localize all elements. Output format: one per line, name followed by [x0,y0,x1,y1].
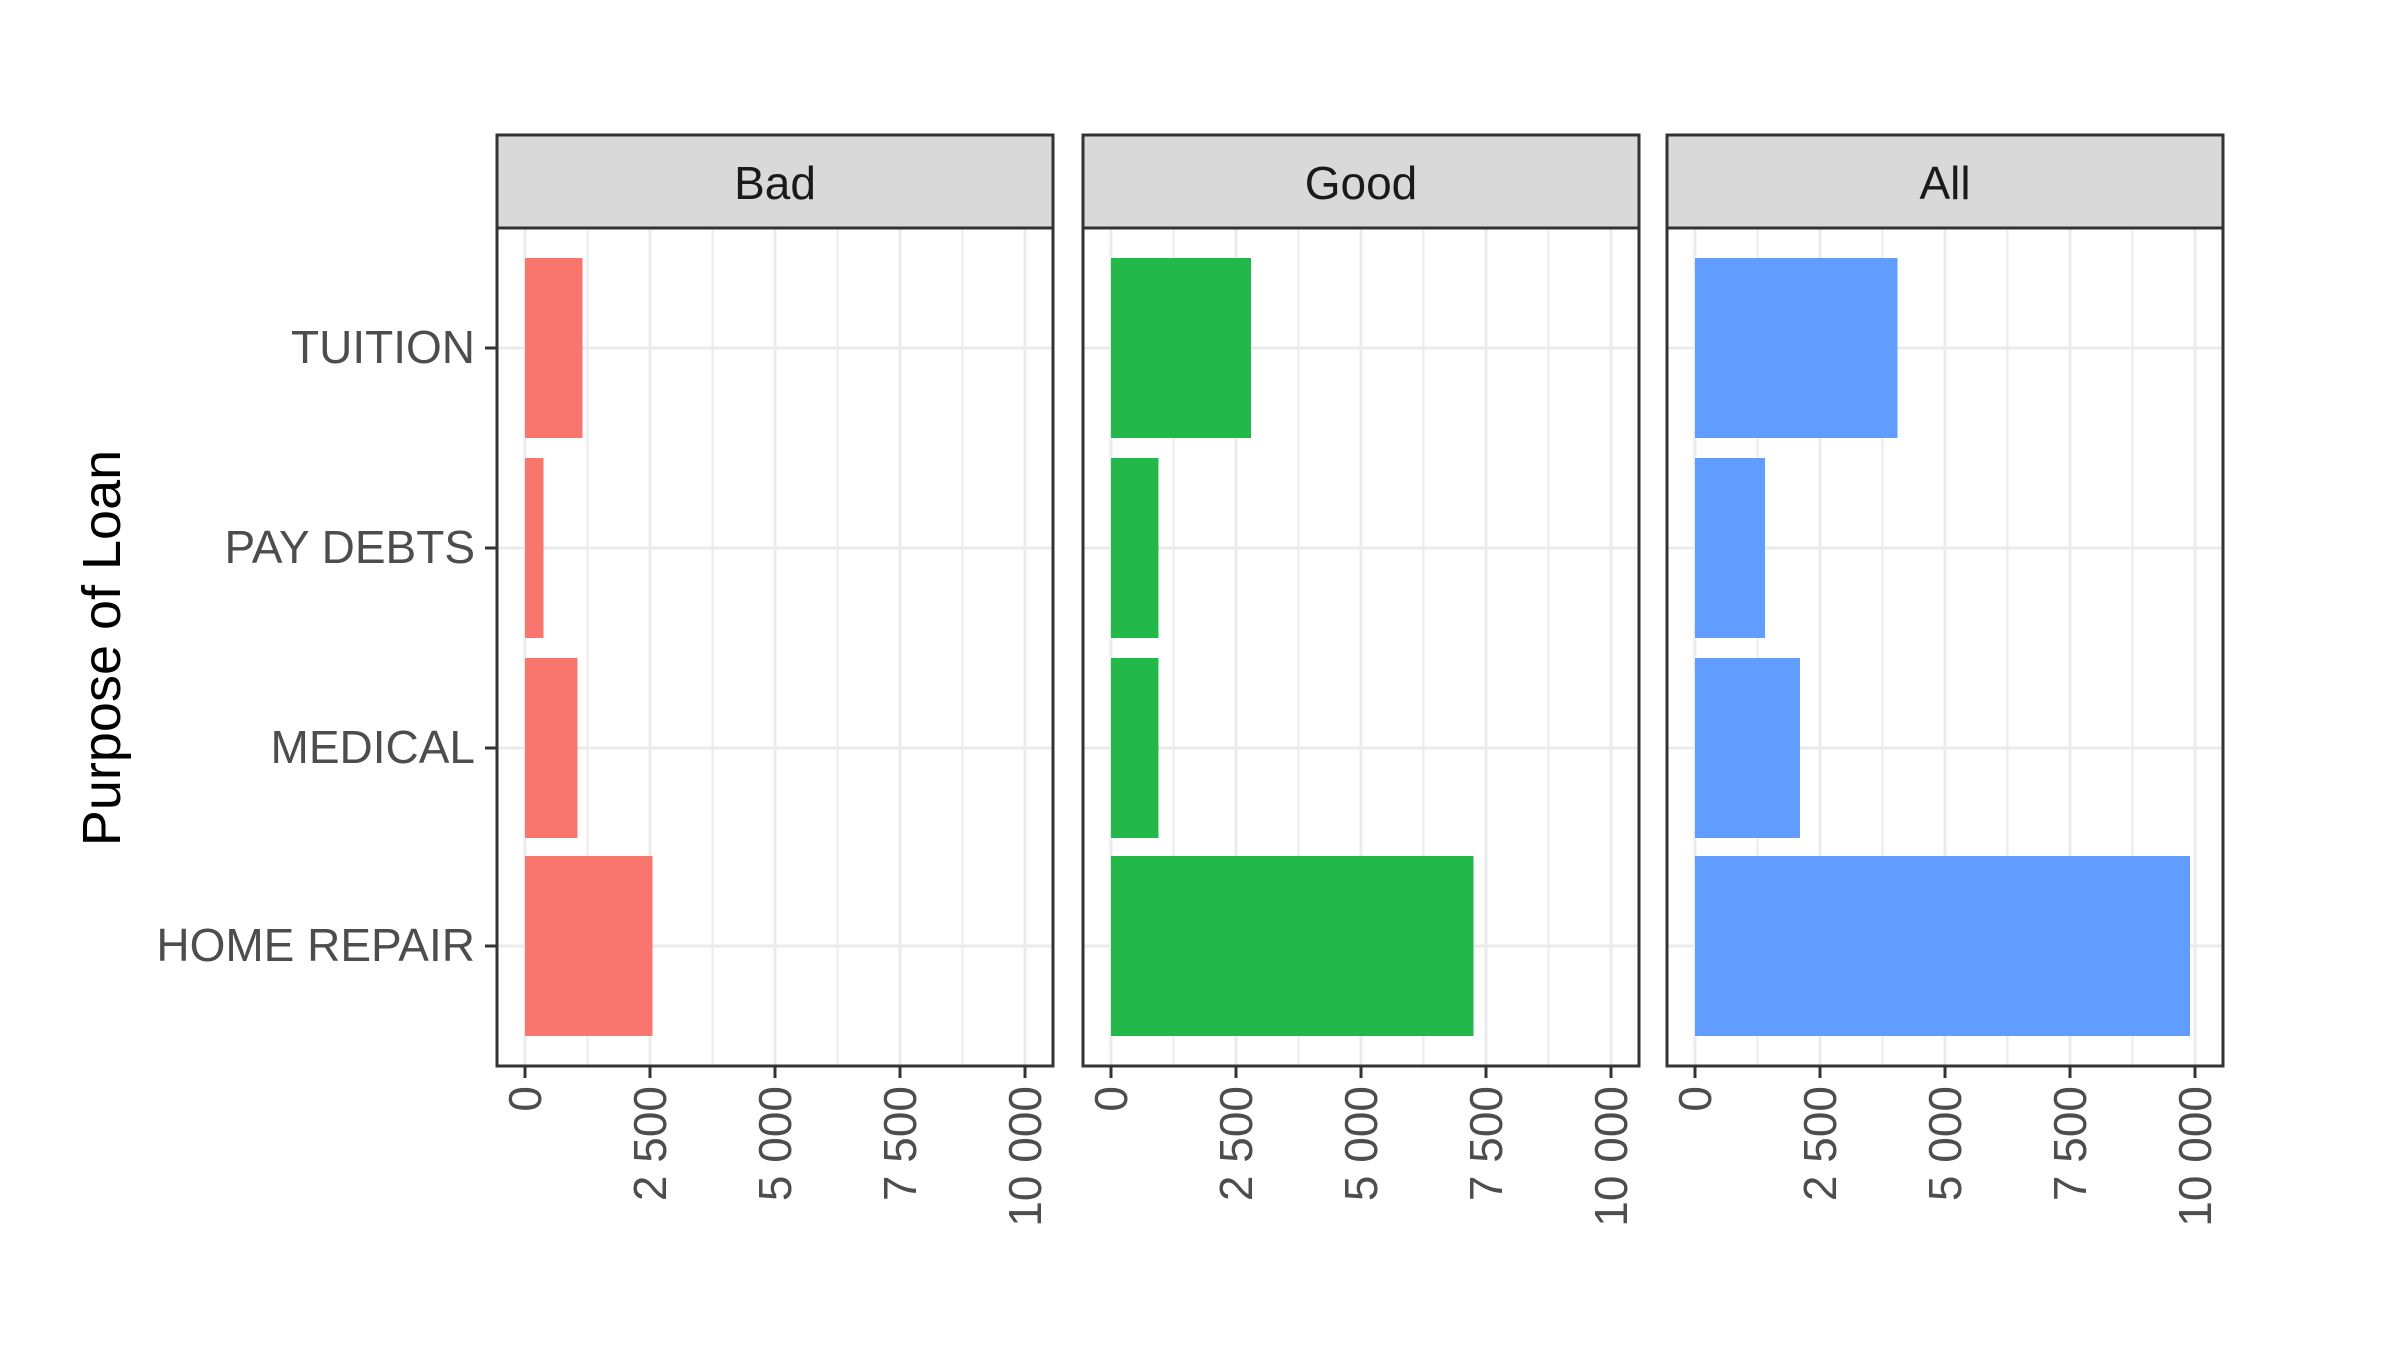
x-tick-label: 0 [499,1086,551,1112]
bar-all-pay-debts [1695,458,1765,638]
y-tick-label: PAY DEBTS [224,521,475,573]
facet-strip-label: Good [1305,157,1418,209]
bar-good-tuition [1111,258,1251,438]
x-tick-label: 10 000 [1585,1086,1637,1227]
facet-panel-bad: Bad 0 2 500 5 000 7 500 10 000 [495,133,1055,1227]
x-tick-label: 2 500 [1210,1086,1262,1201]
facet-strip-label: All [1919,157,1970,209]
facet-strip [1081,133,1641,230]
bar-good-pay-debts [1111,458,1159,638]
x-tick-label: 7 500 [874,1086,926,1201]
facet-strip-label: Bad [734,157,816,209]
x-tick-label: 5 000 [1919,1086,1971,1201]
facet-panel-good: Good 0 2 500 5 000 7 500 10 000 [1081,133,1641,1227]
x-tick-label: 2 500 [1794,1086,1846,1201]
y-tick-label: MEDICAL [271,721,475,773]
bar-good-medical [1111,658,1159,838]
y-tick-label: TUITION [291,321,475,373]
x-tick-label: 7 500 [2044,1086,2096,1201]
facet-strip [1665,133,2225,230]
x-tick-label: 0 [1085,1086,1137,1112]
bar-bad-home-repair [525,856,653,1036]
y-axis-title: Purpose of Loan [72,450,132,846]
x-tick-label: 10 000 [999,1086,1051,1227]
x-tick-label: 5 000 [1335,1086,1387,1201]
facet-strip [495,133,1055,230]
y-tick-label: HOME REPAIR [156,919,475,971]
bar-bad-medical [525,658,578,838]
x-tick-label: 2 500 [624,1086,676,1201]
x-tick-label: 0 [1669,1086,1721,1112]
y-axis: TUITION PAY DEBTS MEDICAL HOME REPAIR [156,321,497,971]
facet-panel-all: All 0 2 500 5 000 7 500 10 000 [1665,133,2225,1227]
x-tick-label: 7 500 [1460,1086,1512,1201]
bar-all-medical [1695,658,1800,838]
x-tick-label: 5 000 [749,1086,801,1201]
facet-panels: Bad 0 2 500 5 000 7 500 10 000 Good 0 2 500 5 000… [495,133,2225,1227]
bar-good-home-repair [1111,856,1474,1036]
bar-bad-tuition [525,258,583,438]
bar-bad-pay-debts [525,458,544,638]
bar-all-tuition [1695,258,1898,438]
bar-all-home-repair [1695,856,2190,1036]
x-tick-label: 10 000 [2169,1086,2221,1227]
